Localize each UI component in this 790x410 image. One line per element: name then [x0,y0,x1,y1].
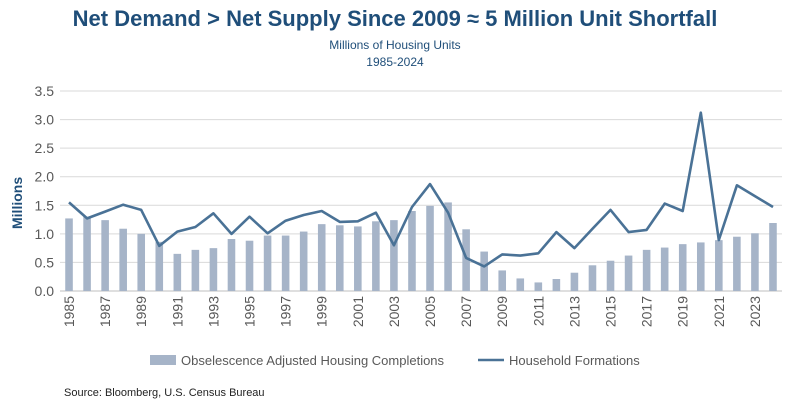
y-tick-label: 0.5 [35,254,55,270]
x-tick-label: 2001 [350,296,366,327]
bar [119,228,127,291]
bar [552,279,561,291]
line-series [68,111,774,268]
bar [696,242,705,291]
bar [173,253,182,291]
y-tick-label: 2.0 [35,169,55,185]
bar [263,235,272,291]
x-tick-label: 1999 [314,296,330,327]
y-tick-label: 1.0 [35,226,55,242]
x-tick-label: 2009 [494,296,510,327]
bar [155,241,164,291]
bar [444,202,452,291]
legend-label-line: Household Formations [509,353,640,368]
source-note: Source: Bloomberg, U.S. Census Bureau [64,387,265,399]
x-tick-label: 2007 [458,296,474,327]
bar [101,220,109,291]
x-tick-label: 1991 [169,296,185,327]
x-tick-label: 1989 [133,296,149,327]
legend-swatch-bars [150,355,176,365]
bar [245,240,254,291]
bar [678,244,687,291]
chart-date-range: 1985-2024 [366,55,424,69]
bar [588,265,597,291]
bar [281,235,290,291]
bar [299,231,308,291]
x-tick-label: 1993 [205,296,221,327]
x-tick-label: 2013 [566,296,582,327]
bar [769,223,777,291]
chart-title: Net Demand > Net Supply Since 2009 ≈ 5 M… [72,6,718,31]
bar [227,239,236,291]
bar [462,229,470,291]
bar [480,251,488,291]
bar [408,211,416,291]
bar [733,236,741,291]
bar [642,249,651,291]
x-tick-labels: 1985 1987 1989 1991 1993 1995 1997 1999 2001 2003… [61,296,763,327]
x-tick-label: 2019 [675,296,691,327]
bar [624,255,633,291]
y-tick-labels: 0.0 0.5 1.0 1.5 2.0 2.5 3.0 3.5 [35,83,55,299]
bar [317,224,326,291]
bar [83,216,91,291]
legend: Obselescence Adjusted Housing Completion… [150,353,640,368]
bar [751,233,759,291]
y-tick-label: 3.0 [35,112,55,128]
x-tick-label: 1985 [61,296,77,327]
bar [65,218,73,291]
gridlines [60,90,782,292]
bar [191,249,200,291]
bar [209,248,218,291]
bar [354,226,362,291]
bar [660,247,669,291]
legend-label-bars: Obselescence Adjusted Housing Completion… [181,353,445,368]
chart-subtitle: Millions of Housing Units [329,38,461,52]
bar [498,270,507,291]
x-tick-label: 1987 [97,296,113,327]
bar [137,233,146,291]
y-tick-label: 2.5 [35,140,55,156]
bar [606,260,615,291]
y-tick-label: 3.5 [35,83,55,99]
x-tick-label: 2021 [711,296,727,327]
bar [426,205,434,291]
x-tick-label: 2023 [747,296,763,327]
x-tick-label: 1997 [278,296,294,327]
x-tick-label: 2017 [639,296,655,327]
series-line [68,111,774,268]
x-tick-label: 1995 [242,296,258,327]
bar [516,278,525,291]
bar [390,220,398,291]
bar [570,272,579,291]
x-tick-label: 2015 [603,296,619,327]
x-tick-label: 2003 [386,296,402,327]
y-tick-label: 0.0 [35,283,55,299]
x-tick-label: 2011 [530,296,546,326]
y-tick-label: 1.5 [35,197,55,213]
bar [335,225,344,291]
bar [372,221,380,291]
bar [534,282,543,291]
bar [715,240,723,291]
bar-series [65,202,777,291]
x-tick-label: 2005 [422,296,438,327]
